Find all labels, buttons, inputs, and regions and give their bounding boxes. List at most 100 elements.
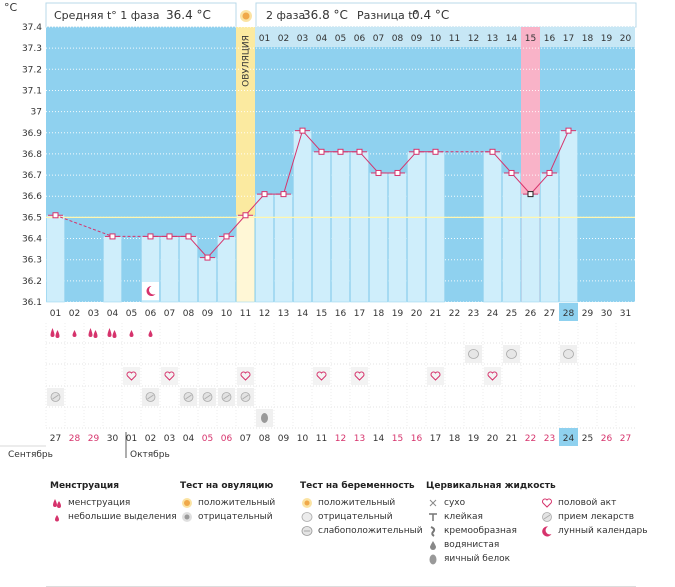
phase2-day-label: 05 xyxy=(335,34,346,44)
phase2-label: 2 фаза xyxy=(266,9,305,22)
x-day-label: 29 xyxy=(582,309,594,319)
date-label: 05 xyxy=(202,434,213,444)
series-segment xyxy=(492,151,512,174)
date-label: 15 xyxy=(392,434,403,444)
legend-item: менструация xyxy=(50,496,177,510)
month-label: Сентябрь xyxy=(8,450,53,460)
heart-icon xyxy=(123,367,140,385)
pill-icon xyxy=(218,388,235,406)
legend-item: положительный xyxy=(180,496,275,510)
y-tick-label: 37.4 xyxy=(22,23,42,33)
x-day-label: 25 xyxy=(506,309,517,319)
phase1-box xyxy=(45,2,237,28)
x-day-label: 14 xyxy=(297,309,309,319)
date-label: 19 xyxy=(468,434,480,444)
y-tick-label: 36.7 xyxy=(22,171,42,181)
series-segment xyxy=(549,130,569,174)
temperature-bar xyxy=(160,236,179,303)
data-point xyxy=(223,233,230,240)
x-day-label: 05 xyxy=(126,309,137,319)
phase2-day-label: 10 xyxy=(430,34,442,44)
x-day-label: 02 xyxy=(69,309,80,319)
phase2-day-label: 16 xyxy=(544,34,556,44)
x-day-label: 10 xyxy=(221,309,233,319)
legend-label: водянистая xyxy=(444,540,500,550)
date-label: 25 xyxy=(582,434,593,444)
heart-icon xyxy=(484,367,501,385)
legend-pregnancy-title: Тест на беременность xyxy=(300,481,415,491)
legend: Менструация менструация небольшие выделе… xyxy=(50,481,650,571)
date-label: 07 xyxy=(240,434,251,444)
legend-item: лунный календарь xyxy=(540,524,648,538)
temperature-bar xyxy=(293,130,312,303)
data-point xyxy=(394,169,401,176)
legend-item: отрицательный xyxy=(180,510,275,524)
drop-shape xyxy=(129,330,134,337)
legend-label: яичный белок xyxy=(444,554,511,564)
y-tick-label: 36.3 xyxy=(22,256,42,266)
x-day-label: 12 xyxy=(259,309,270,319)
event-rows: 27 28 29 30 01 02 03 04 05 06 07 08 09 10 11 12 13 14 15 16… xyxy=(0,323,635,460)
legend-ovulation-test: Тест на овуляцию положительный отрицател… xyxy=(180,481,275,524)
temperature-bar xyxy=(521,193,540,303)
legend-label: клейкая xyxy=(444,512,483,522)
series-segment xyxy=(302,130,322,153)
legend-label: сухо xyxy=(444,498,466,508)
date-label: 27 xyxy=(620,434,631,444)
pill-icon xyxy=(237,388,254,406)
heart-icon xyxy=(540,497,554,509)
heart-icon xyxy=(427,367,444,385)
date-label: 22 xyxy=(525,434,536,444)
legend-label: лунный календарь xyxy=(558,526,648,536)
series-segment xyxy=(207,236,227,258)
data-point xyxy=(242,212,249,219)
legend-item: кремообразная xyxy=(426,524,556,538)
sticky-icon xyxy=(426,511,440,523)
phase2-day-label: 08 xyxy=(392,34,404,44)
x-day-label: 06 xyxy=(145,309,157,319)
small-drop-icon xyxy=(129,330,134,337)
bbt-chart: Средняя t° 1 фаза 36.4 °C 2 фаза 36.8 °C… xyxy=(0,1,637,460)
legend-label: положительный xyxy=(318,498,396,508)
small-drop-icon xyxy=(72,330,77,337)
pill-line xyxy=(52,394,59,400)
drop-shape xyxy=(55,330,60,338)
data-point xyxy=(337,148,344,155)
temperature-bar xyxy=(369,172,388,303)
date-label: 06 xyxy=(221,434,233,444)
phase2-day-label: 15 xyxy=(525,34,536,44)
legend-menstruation-title: Менструация xyxy=(50,481,119,491)
date-label: 24 xyxy=(563,434,575,444)
dry-icon xyxy=(426,497,440,509)
date-label: 30 xyxy=(107,434,119,444)
legend-cervical-title: Цервикальная жидкость xyxy=(426,481,556,491)
y-tick-label: 36.4 xyxy=(22,235,42,245)
date-label: 12 xyxy=(335,434,346,444)
drop-icon xyxy=(107,328,117,338)
heart-icon xyxy=(351,367,368,385)
today-day-highlight xyxy=(559,303,578,321)
legend-label: отрицательный xyxy=(318,512,393,522)
heart-shape xyxy=(164,371,175,381)
pill-line xyxy=(185,394,192,400)
legend-label: кремообразная xyxy=(444,526,517,536)
phase2-day-label: 20 xyxy=(620,34,632,44)
phase2-day-label: 09 xyxy=(411,34,423,44)
drop-shape xyxy=(50,328,55,337)
temperature-bar xyxy=(388,172,407,303)
heart-shape xyxy=(354,371,365,381)
pregnancy-weak-icon xyxy=(465,345,482,363)
date-label: 03 xyxy=(164,434,175,444)
x-day-label: 22 xyxy=(449,309,460,319)
x-day-label: 13 xyxy=(278,309,289,319)
phase2-day-label: 07 xyxy=(373,34,384,44)
legend-item: яичный белок xyxy=(426,552,556,566)
data-point xyxy=(109,233,116,240)
heart-shape xyxy=(316,371,327,381)
pill-icon xyxy=(47,388,64,406)
y-tick-label: 36.2 xyxy=(22,277,42,287)
small-drop-icon xyxy=(50,511,64,523)
pregnancy-negative-icon xyxy=(300,511,314,523)
x-day-label: 23 xyxy=(468,309,479,319)
y-tick-label: 36.5 xyxy=(22,213,42,223)
